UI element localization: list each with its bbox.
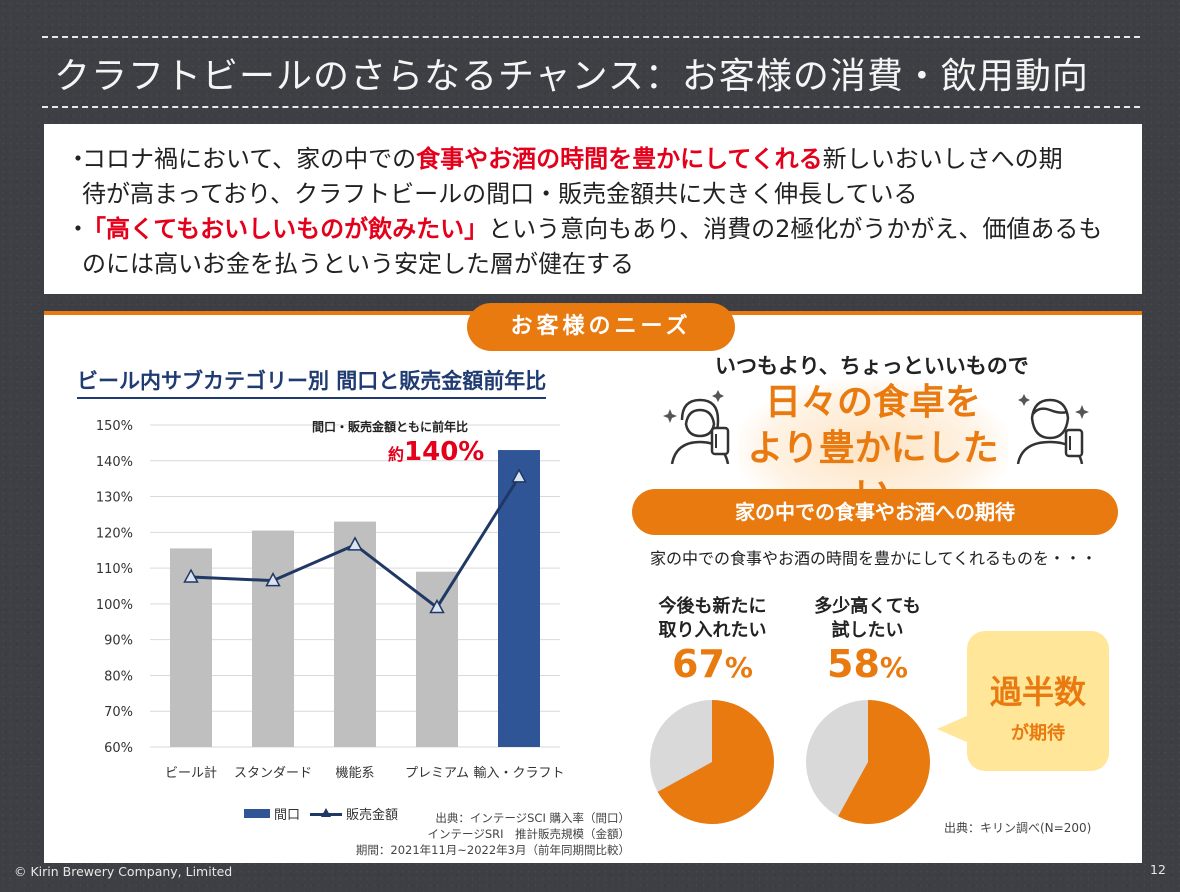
bar	[334, 521, 376, 747]
bullet-marker: ・	[66, 215, 90, 243]
title-divider-top	[42, 36, 1140, 38]
stat-value-new: 67%	[630, 642, 795, 686]
y-tick-label: 120%	[96, 526, 133, 541]
slide-title: クラフトビールのさらなるチャンス：お客様の消費・飲用動向	[54, 56, 1089, 97]
needs-headline-line1: 日々の食卓を	[764, 382, 981, 423]
line-point	[183, 568, 199, 583]
bar	[252, 530, 294, 747]
majority-callout: 過半数 が期待	[967, 631, 1109, 771]
chart-title: ビール内サブカテゴリー別 間口と販売金額前年比	[77, 365, 547, 399]
majority-big-text: 過半数	[989, 673, 1086, 711]
legend-swatch-bar	[244, 809, 270, 818]
x-tick-label: 機能系	[335, 766, 374, 781]
line-point	[511, 468, 527, 483]
stat-label-premium: 多少高くても 試したい	[785, 595, 950, 643]
bullet-highlight: 食事やお酒の時間を豊かにしてくれる	[416, 145, 823, 173]
line-point	[429, 598, 445, 614]
woman-with-drink-icon	[663, 390, 730, 464]
title-divider-bottom	[42, 106, 1140, 108]
stat-label-line: 試したい	[831, 620, 904, 641]
pie-chart-new	[650, 700, 774, 824]
line-point	[347, 536, 363, 551]
x-tick-label: 輸入・クラフト	[473, 766, 564, 781]
x-tick-label: スタンダード	[234, 766, 312, 781]
bar-line-chart: 60% 70% 80% 90% 100% 110% 120% 130% 140% 150% ビール計…	[96, 419, 565, 781]
chart-annotation-small: 間口・販売金額ともに前年比	[312, 420, 469, 434]
chart-source: 出典：インテージSCI 購入率（間口） インテージSRI 推計販売規模（金額） …	[300, 810, 630, 858]
footer-copyright: © Kirin Brewery Company, Limited	[14, 864, 233, 879]
page-number: 12	[1150, 862, 1166, 877]
bullet-text: コロナ禍において、家の中での食事やお酒の時間を豊かにしてくれる新しいおいしさへの…	[82, 142, 1063, 212]
stat-number: 58	[827, 642, 880, 686]
y-tick-label: 80%	[104, 669, 133, 684]
stat-number: 67	[672, 642, 725, 686]
chart-source-line: インテージSRI 推計販売規模（金額）	[427, 827, 630, 841]
chart-legend: 間口 販売金額	[244, 804, 398, 823]
bullet-text-cont: 待が高まっており、クラフトビールの間口・販売金額共に大きく伸長している	[82, 180, 918, 208]
stat-label-line: 取り入れたい	[658, 620, 767, 641]
stat-label-line: 多少高くても	[814, 596, 921, 617]
summary-bullet-1: ・ コロナ禍において、家の中での食事やお酒の時間を豊かにしてくれる新しいおいしさ…	[66, 142, 1122, 212]
legend-swatch-line	[310, 807, 343, 820]
man-with-drink-icon	[1016, 394, 1089, 464]
summary-bullet-2: ・ 「高くてもおいしいものが飲みたい」という意向もあり、消費の2極化がうかがえ、…	[66, 212, 1122, 282]
chart-source-line: 出典：インテージSCI 購入率（間口）	[435, 811, 630, 825]
bullet-text-before: コロナ禍において、家の中での	[82, 145, 417, 173]
expectation-subtext: 家の中での食事やお酒の時間を豊かにしてくれるものを・・・	[650, 549, 1098, 568]
legend-label-line: 販売金額	[346, 808, 399, 823]
bullet-marker: ・	[66, 145, 90, 173]
x-tick-label: ビール計	[165, 765, 217, 781]
needs-label: お客様のニーズ	[467, 303, 735, 351]
y-tick-label: 60%	[104, 741, 133, 756]
title-area: クラフトビールのさらなるチャンス：お客様の消費・飲用動向	[42, 36, 1140, 108]
bullet-text: 「高くてもおいしいものが飲みたい」という意向もあり、消費の2極化がうかがえ、価値…	[82, 212, 1102, 282]
y-tick-label: 70%	[104, 705, 133, 720]
legend-label-bar: 間口	[274, 808, 301, 823]
line-point	[265, 572, 281, 587]
y-tick-label: 150%	[96, 419, 133, 434]
stat-label-new: 今後も新たに 取り入れたい	[630, 595, 795, 643]
majority-small-text: が期待	[1011, 723, 1065, 744]
stat-unit: %	[724, 651, 753, 684]
stat-value-premium: 58%	[785, 642, 950, 686]
bullet-text-cont: のには高いお金を払うという安定した層が健在する	[82, 250, 634, 278]
summary-box: ・ コロナ禍において、家の中での食事やお酒の時間を豊かにしてくれる新しいおいしさ…	[44, 124, 1142, 294]
pie-slice-value	[657, 700, 774, 824]
y-tick-label: 100%	[96, 598, 133, 613]
bullet-text-after: 新しいおいしさへの期	[822, 145, 1063, 173]
pie-chart-premium	[806, 700, 930, 824]
needs-headline-line2: より豊かにしたい	[747, 428, 999, 515]
annotation-prefix: 約	[388, 445, 405, 464]
bullet-highlight: 「高くてもおいしいものが飲みたい」	[82, 215, 489, 243]
bullet-text-after: という意向もあり、消費の2極化がうかがえ、価値あるも	[488, 215, 1103, 243]
stat-unit: %	[879, 651, 908, 684]
y-tick-label: 140%	[96, 455, 133, 470]
expectation-label: 家の中での食事やお酒への期待	[632, 489, 1118, 535]
y-tick-label: 90%	[104, 634, 133, 649]
callout-tail	[937, 715, 969, 743]
annotation-value: 140%	[404, 437, 485, 467]
x-tick-label: プレミアム	[405, 766, 469, 781]
needs-headline-small: いつもより、ちょっといいもので	[715, 354, 1029, 378]
survey-source: 出典：キリン調べ(N=200)	[944, 821, 1092, 835]
chart-annotation-big: 約140%	[388, 437, 484, 467]
pie-slice-value	[838, 700, 930, 824]
chart-source-line: 期間：2021年11月~2022年3月（前年同期間比較）	[355, 843, 630, 857]
y-tick-label: 110%	[96, 562, 133, 577]
y-tick-label: 130%	[96, 491, 133, 506]
bar	[498, 450, 540, 747]
stat-label-line: 今後も新たに	[658, 596, 767, 617]
